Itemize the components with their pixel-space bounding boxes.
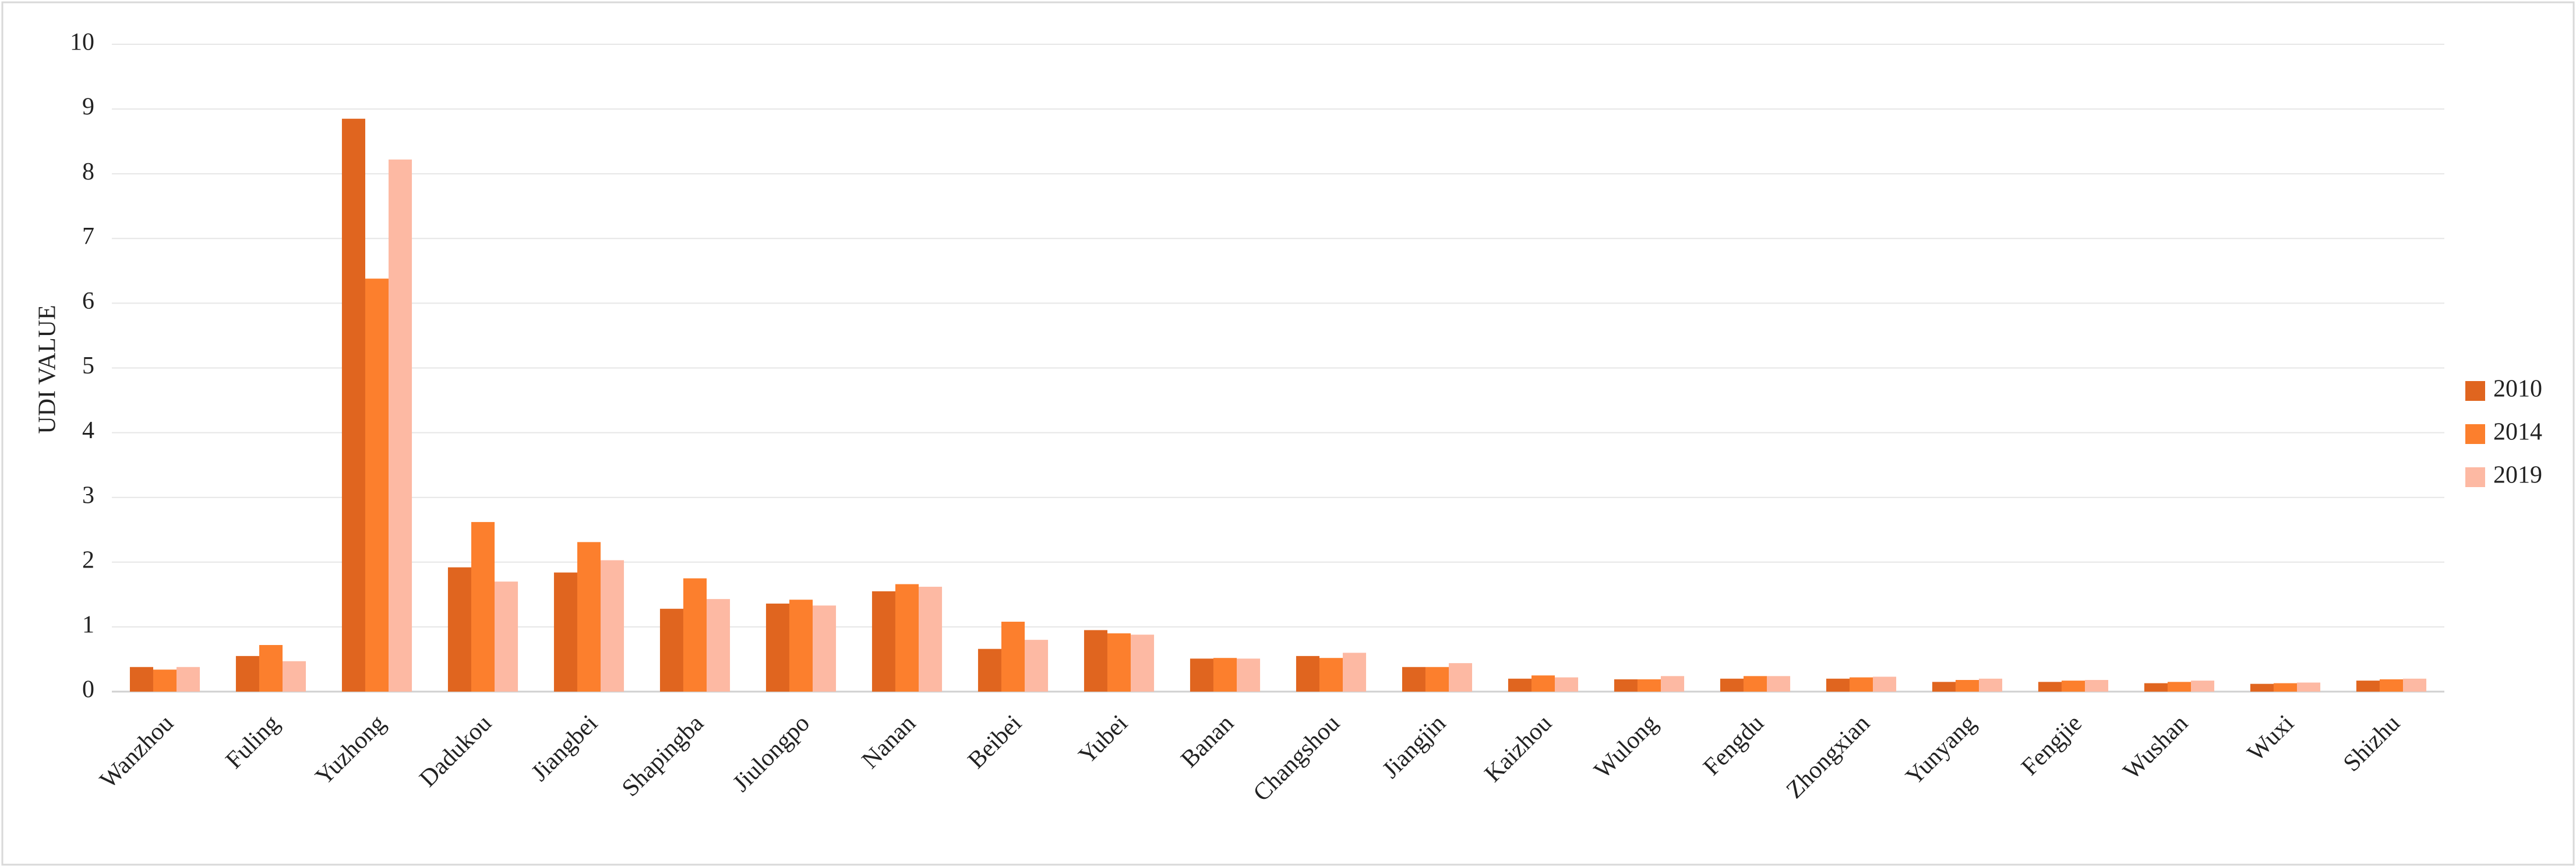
bar	[129, 667, 153, 692]
bar	[1425, 667, 1449, 692]
bar	[1107, 633, 1131, 692]
bar	[1131, 635, 1155, 692]
legend-label: 2019	[2493, 462, 2542, 489]
bar	[1237, 658, 1261, 692]
y-axis-label: UDI VALUE	[34, 305, 61, 434]
bar	[283, 661, 306, 692]
bar	[2061, 681, 2085, 692]
y-tick-label: 4	[82, 417, 94, 444]
bar	[2273, 683, 2298, 692]
bar	[2085, 680, 2109, 692]
bar	[1637, 679, 1661, 692]
y-tick-label: 8	[82, 158, 94, 185]
bar	[789, 600, 813, 692]
bar	[871, 591, 895, 692]
bar	[2297, 682, 2321, 692]
bar	[177, 667, 200, 692]
bar	[1661, 676, 1685, 692]
bar	[601, 560, 624, 692]
bar	[577, 542, 601, 692]
bar	[1979, 678, 2003, 692]
bar	[813, 605, 837, 692]
bar	[683, 578, 707, 692]
legend-swatch	[2465, 381, 2485, 401]
bar	[1508, 678, 1532, 692]
bar	[1296, 655, 1319, 692]
bar	[2038, 682, 2062, 692]
bar	[495, 581, 518, 692]
bar	[1555, 677, 1579, 692]
bar	[471, 521, 495, 692]
bar	[1873, 676, 1897, 692]
bar	[895, 584, 919, 692]
bar	[1531, 675, 1555, 692]
bar	[235, 655, 259, 692]
legend-swatch	[2465, 424, 2485, 444]
bar	[765, 603, 789, 692]
bar	[659, 608, 683, 692]
y-tick-label: 2	[82, 547, 94, 573]
bar	[2403, 678, 2427, 692]
bar	[1402, 667, 1425, 692]
bar	[2167, 682, 2192, 692]
bar	[1720, 678, 1744, 692]
bar	[1767, 676, 1791, 692]
bar	[707, 599, 731, 692]
bar	[1001, 622, 1025, 692]
legend-label: 2014	[2493, 419, 2542, 446]
bar	[447, 567, 471, 692]
bar	[1449, 663, 1473, 692]
bar	[978, 649, 1001, 692]
bar	[1213, 658, 1237, 692]
legend-swatch	[2465, 467, 2485, 487]
bar	[2144, 683, 2168, 692]
bar	[1743, 676, 1767, 692]
y-tick-label: 5	[82, 353, 94, 379]
y-tick-label: 9	[82, 94, 94, 121]
bar	[2379, 679, 2404, 692]
bar	[1849, 677, 1873, 692]
bar	[2191, 681, 2215, 692]
bar	[1190, 658, 1213, 692]
bar	[259, 645, 283, 692]
y-tick-label: 0	[82, 676, 94, 703]
bar	[341, 118, 365, 692]
bar	[2356, 681, 2380, 692]
bar	[1319, 658, 1343, 692]
y-tick-label: 3	[82, 482, 94, 509]
bar	[1343, 653, 1367, 692]
y-tick-label: 1	[82, 612, 94, 639]
bar	[1955, 680, 1979, 692]
legend-label: 2010	[2493, 376, 2542, 403]
bar	[553, 572, 577, 692]
bar	[919, 587, 943, 692]
bar	[2250, 683, 2274, 692]
bar	[389, 159, 412, 692]
bar	[1084, 630, 1107, 692]
y-tick-label: 7	[82, 223, 94, 250]
bar	[365, 279, 389, 692]
bar	[1826, 678, 1850, 692]
bar	[1614, 679, 1638, 692]
y-tick-label: 10	[70, 29, 94, 56]
y-tick-label: 6	[82, 288, 94, 315]
bar	[1932, 682, 1956, 692]
bar	[153, 669, 177, 692]
bar	[1025, 640, 1049, 692]
